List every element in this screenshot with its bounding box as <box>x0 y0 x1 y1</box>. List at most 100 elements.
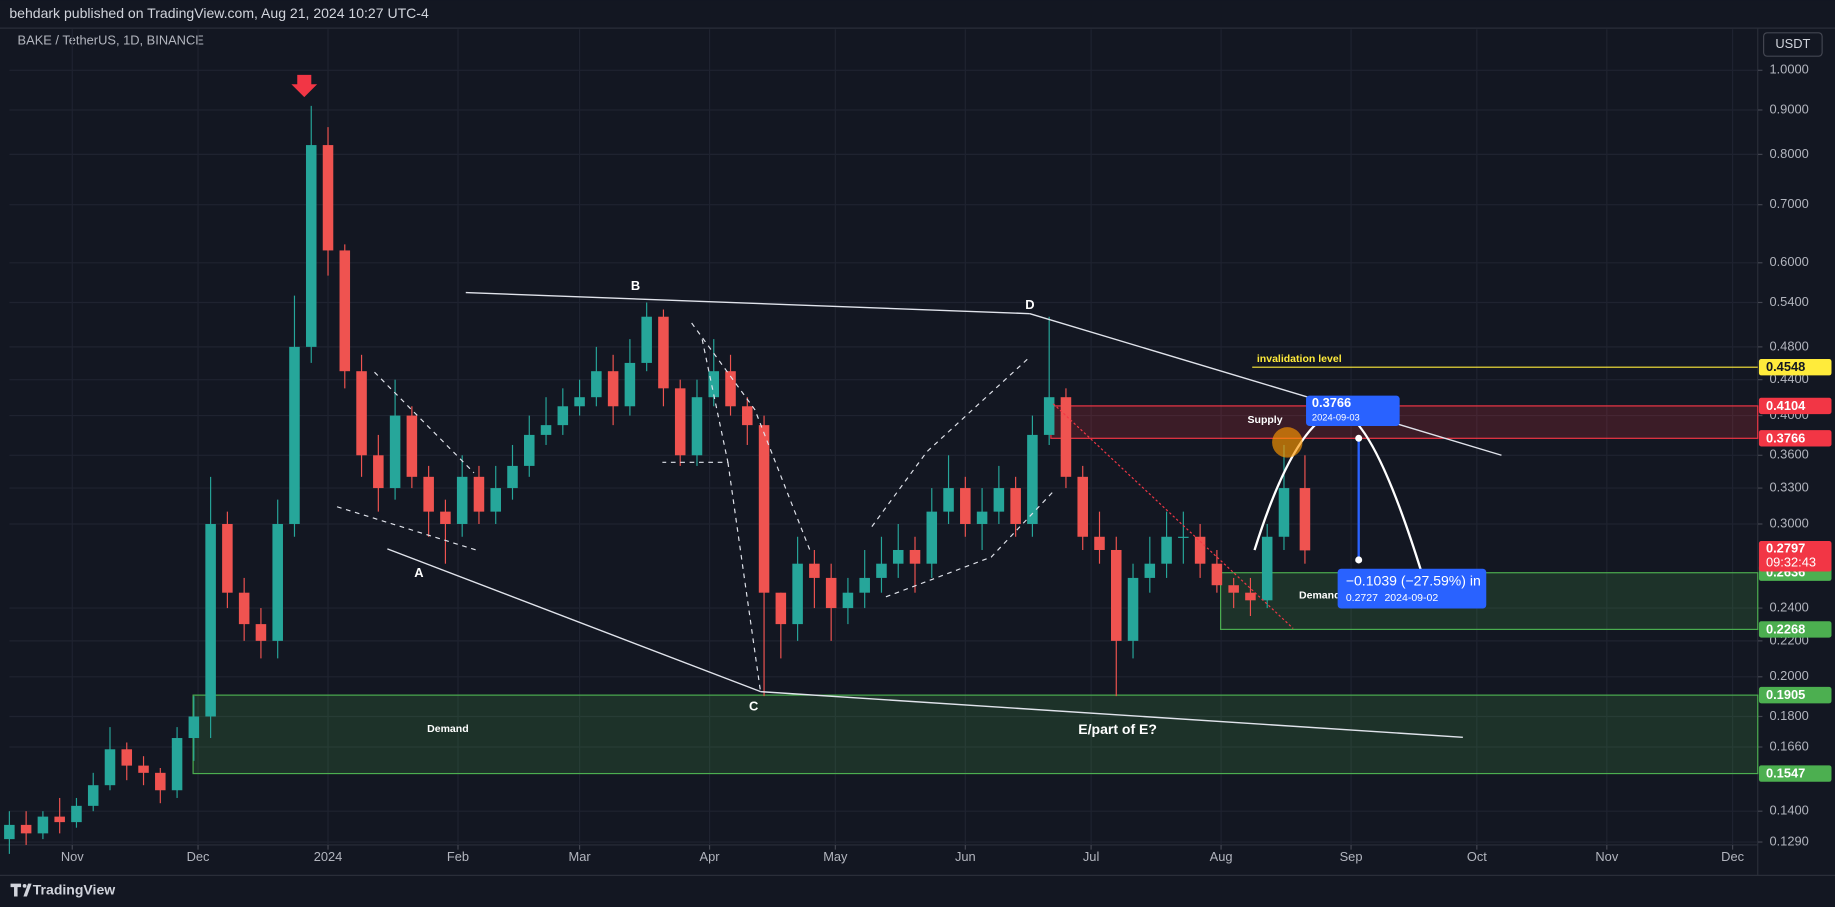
wave-label: C <box>749 698 758 713</box>
candle-body <box>1094 536 1105 550</box>
price-badge <box>1758 686 1832 704</box>
candle-body <box>4 824 15 840</box>
candle-body <box>71 805 82 823</box>
zones <box>192 366 1759 775</box>
dotted-line <box>1052 403 1294 629</box>
price-badge-label: 0.4548 <box>1766 359 1805 374</box>
symbol-info: BAKE / TetherUS, 1D, BINANCE <box>18 32 205 47</box>
trendline <box>1029 312 1502 456</box>
highlight-circle <box>1272 427 1303 458</box>
y-tick-label: 0.5400 <box>1769 294 1808 309</box>
candle-body <box>1027 434 1038 524</box>
y-tick-label: 0.2400 <box>1769 599 1808 614</box>
x-tick-label: 2024 <box>314 849 343 864</box>
measure-start <box>1355 434 1363 442</box>
currency[interactable]: USDT <box>1775 36 1810 51</box>
candle-body <box>960 488 971 524</box>
y-tick-label: 0.1400 <box>1769 803 1808 818</box>
y-tick-label: 0.2000 <box>1769 668 1808 683</box>
measure-end-price: 0.2727 <box>1346 592 1378 604</box>
wave-label: E/part of E? <box>1078 721 1157 737</box>
wave-label: B <box>631 278 640 293</box>
candle-body <box>607 371 619 407</box>
zone <box>1220 572 1759 630</box>
candle-body <box>356 371 367 456</box>
brand-logo <box>10 883 32 897</box>
candle-body <box>641 316 652 363</box>
candle-body <box>1228 585 1239 593</box>
candle-body <box>456 476 468 524</box>
candle-body <box>171 738 183 791</box>
zone-label: Demand <box>1299 589 1341 601</box>
price-badge-label: 0.1905 <box>1766 687 1805 702</box>
candle-body <box>205 523 216 717</box>
y-tick-label: 0.3000 <box>1769 515 1808 530</box>
last-price-label: 0.2797 <box>1766 541 1805 556</box>
candle-body <box>238 592 250 625</box>
y-tick-label: 0.3600 <box>1769 447 1808 462</box>
candle-body <box>674 388 686 456</box>
dashed-pattern <box>336 322 1054 693</box>
candle-body <box>658 316 669 389</box>
candle-body <box>1211 563 1223 586</box>
candle-body <box>1110 549 1122 641</box>
measure-change: −0.1039 (−27.59%) in <box>1346 572 1481 588</box>
candle-body <box>37 816 49 834</box>
y-tick-label: 0.1290 <box>1769 833 1808 848</box>
candles <box>4 105 1311 854</box>
y-tick-label: 1.0000 <box>1769 62 1808 77</box>
candle-body <box>725 371 736 407</box>
candle-body <box>423 476 434 512</box>
zone-label: Supply <box>1248 414 1283 426</box>
candle-body <box>557 406 569 426</box>
price-badge-label: 0.1547 <box>1766 766 1805 781</box>
candle-body <box>473 476 485 512</box>
x-tick-label: Jul <box>1083 849 1099 864</box>
x-tick-label: Oct <box>1467 849 1487 864</box>
candle-body <box>524 434 535 466</box>
candle-body <box>742 406 753 426</box>
candle-body <box>490 488 501 512</box>
candle-body <box>373 455 384 489</box>
price-badge <box>1758 397 1832 415</box>
price-badge <box>1758 359 1832 376</box>
candle-body <box>339 250 351 372</box>
candle-body <box>976 511 988 524</box>
candle-body <box>1010 488 1021 524</box>
logo-mark <box>10 883 32 897</box>
grid: 1.0000 0.9000 0.8000 0.7000 0.6000 0.5400 0.48… <box>9 29 1809 864</box>
candle-body <box>272 523 283 641</box>
labels: Supply0.41040.3766Demand0.26360.2268Dema… <box>414 278 1832 782</box>
x-tick-label: Nov <box>61 849 84 864</box>
candle-body <box>121 749 133 766</box>
measure-date: 2024-09-03 <box>1312 412 1360 422</box>
candle-body <box>389 415 401 489</box>
y-tick-label: 0.7000 <box>1769 196 1808 211</box>
price-badge-label: 0.4104 <box>1766 398 1806 413</box>
candle-body <box>892 549 904 564</box>
currency-box[interactable] <box>1763 32 1823 57</box>
candle-body <box>1060 397 1072 477</box>
candle-body <box>155 772 166 791</box>
x-tick-label: Mar <box>569 849 592 864</box>
candle-body <box>691 397 703 456</box>
drawings <box>291 74 1502 738</box>
candle-body <box>825 577 837 609</box>
x-tick-label: Apr <box>700 849 721 864</box>
y-tick-label: 0.4800 <box>1769 338 1808 353</box>
price-badge-label: 0.3766 <box>1766 430 1805 445</box>
candle-body <box>1299 488 1311 551</box>
zone <box>192 694 1759 775</box>
trendline <box>465 291 1030 315</box>
x-tick-label: May <box>823 849 848 864</box>
zone-label: Demand <box>427 723 469 735</box>
candle-body <box>1194 536 1206 564</box>
candle-body <box>20 824 32 834</box>
candle-body <box>1144 563 1156 578</box>
price-badge <box>1758 621 1832 638</box>
y-tick-label: 0.1800 <box>1769 708 1808 723</box>
candle-body <box>1127 577 1139 641</box>
x-tick-label: Feb <box>447 849 469 864</box>
